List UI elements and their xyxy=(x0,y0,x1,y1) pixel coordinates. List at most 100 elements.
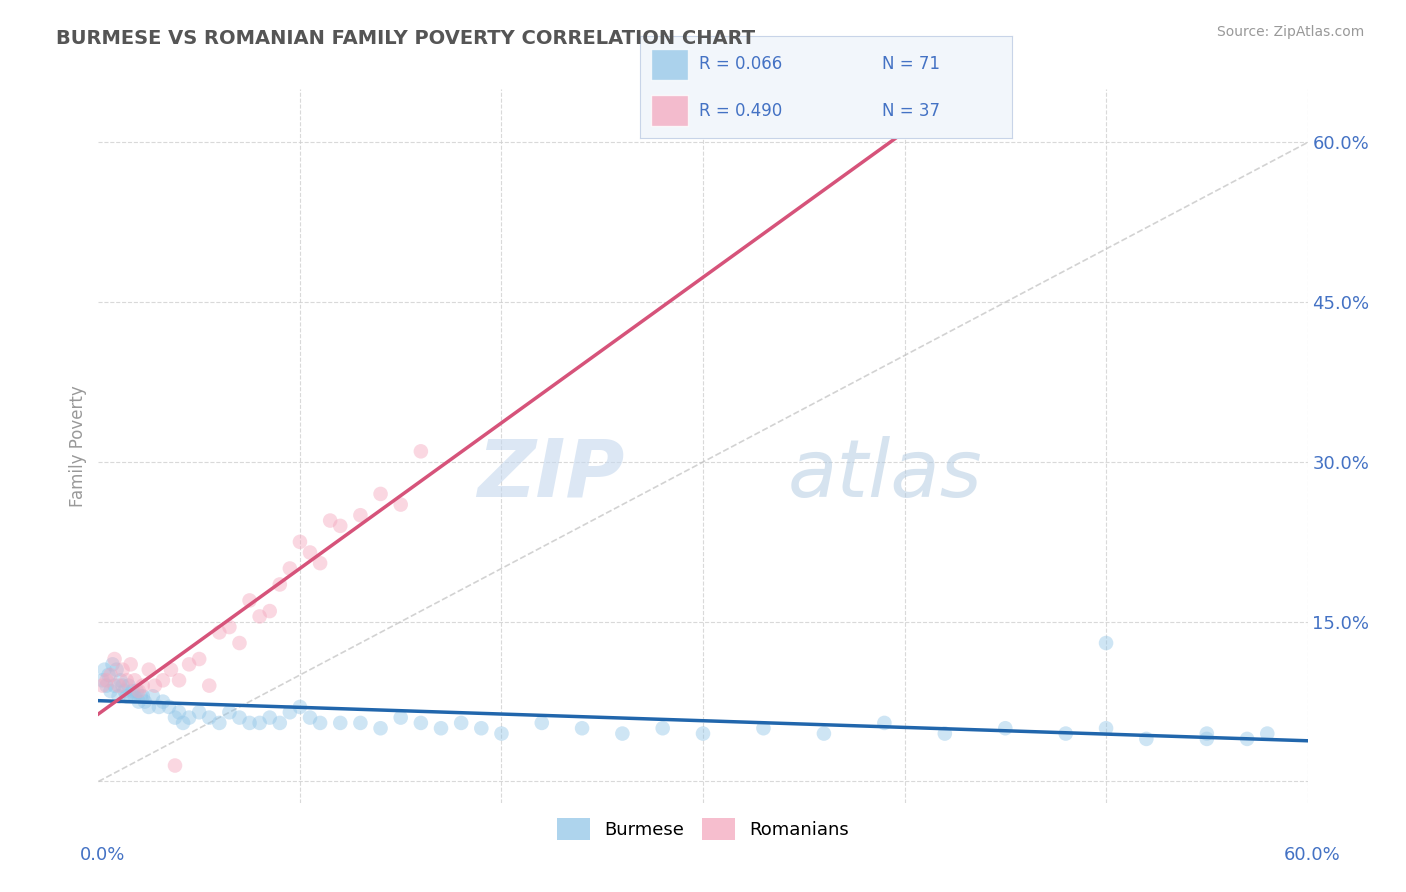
Point xyxy=(121,684,143,698)
Point xyxy=(115,690,138,704)
Point xyxy=(1054,726,1077,740)
Point xyxy=(167,706,190,720)
Point xyxy=(111,663,134,677)
Legend: Burmese, Romanians: Burmese, Romanians xyxy=(550,811,856,847)
Text: BURMESE VS ROMANIAN FAMILY POVERTY CORRELATION CHART: BURMESE VS ROMANIAN FAMILY POVERTY CORRE… xyxy=(56,29,755,48)
Point xyxy=(110,673,132,688)
Point xyxy=(239,715,262,730)
Point xyxy=(163,710,186,724)
Point xyxy=(152,673,174,688)
Point xyxy=(571,721,593,735)
Point xyxy=(125,684,148,698)
Point xyxy=(115,673,138,688)
Point xyxy=(288,700,311,714)
Point xyxy=(1195,726,1218,740)
Point xyxy=(160,663,183,677)
Point xyxy=(100,668,122,682)
Point xyxy=(228,636,250,650)
Text: R = 0.490: R = 0.490 xyxy=(699,102,783,120)
Point xyxy=(218,620,240,634)
Point xyxy=(132,679,155,693)
Point xyxy=(138,663,160,677)
Point xyxy=(409,444,432,458)
Point xyxy=(409,715,432,730)
Point xyxy=(873,715,896,730)
Text: N = 71: N = 71 xyxy=(882,55,941,73)
Point xyxy=(148,700,170,714)
Point xyxy=(97,668,120,682)
Point xyxy=(124,690,146,704)
Point xyxy=(143,679,166,693)
Point xyxy=(198,710,221,724)
Text: R = 0.066: R = 0.066 xyxy=(699,55,783,73)
Point xyxy=(309,556,332,570)
Point xyxy=(188,706,211,720)
Point xyxy=(612,726,634,740)
Point xyxy=(128,695,150,709)
Point xyxy=(259,604,281,618)
Point xyxy=(651,721,673,735)
Point xyxy=(994,721,1017,735)
Point xyxy=(167,673,190,688)
Point xyxy=(100,684,122,698)
Point xyxy=(198,679,221,693)
Point xyxy=(132,690,155,704)
Point xyxy=(349,508,371,523)
Point xyxy=(208,715,231,730)
Point xyxy=(259,710,281,724)
Point xyxy=(91,673,114,688)
Point xyxy=(269,577,291,591)
Point xyxy=(107,690,129,704)
Point xyxy=(179,657,201,672)
Point xyxy=(96,679,118,693)
Point xyxy=(101,657,124,672)
Point xyxy=(124,673,146,688)
Point xyxy=(142,690,165,704)
Point xyxy=(1195,731,1218,746)
Point xyxy=(389,498,412,512)
Point xyxy=(1095,721,1118,735)
Point xyxy=(329,519,352,533)
Text: atlas: atlas xyxy=(787,435,983,514)
Point xyxy=(470,721,492,735)
Point xyxy=(179,710,201,724)
Point xyxy=(752,721,775,735)
Point xyxy=(349,715,371,730)
Point xyxy=(239,593,262,607)
Point xyxy=(1256,726,1278,740)
Point xyxy=(152,695,174,709)
Point xyxy=(530,715,553,730)
FancyBboxPatch shape xyxy=(651,49,688,79)
Point xyxy=(157,700,180,714)
Point xyxy=(208,625,231,640)
Point xyxy=(103,652,125,666)
Point xyxy=(188,652,211,666)
Point xyxy=(370,721,392,735)
Point xyxy=(120,657,142,672)
Point xyxy=(249,715,271,730)
Point xyxy=(249,609,271,624)
Point xyxy=(138,700,160,714)
Point xyxy=(128,684,150,698)
Point xyxy=(111,679,134,693)
Point xyxy=(218,706,240,720)
Point xyxy=(329,715,352,730)
Point xyxy=(934,726,956,740)
Text: ZIP: ZIP xyxy=(477,435,624,514)
Point xyxy=(172,715,194,730)
Point xyxy=(134,695,156,709)
Point xyxy=(93,663,115,677)
Y-axis label: Family Poverty: Family Poverty xyxy=(69,385,87,507)
Point xyxy=(491,726,513,740)
Text: 60.0%: 60.0% xyxy=(1284,846,1340,863)
Point xyxy=(96,673,118,688)
Point xyxy=(1135,731,1157,746)
Point xyxy=(105,663,128,677)
Point xyxy=(319,514,342,528)
Point xyxy=(103,679,125,693)
Text: 0.0%: 0.0% xyxy=(80,846,125,863)
Point xyxy=(370,487,392,501)
Point xyxy=(129,690,152,704)
Point xyxy=(278,706,301,720)
Point xyxy=(1095,636,1118,650)
